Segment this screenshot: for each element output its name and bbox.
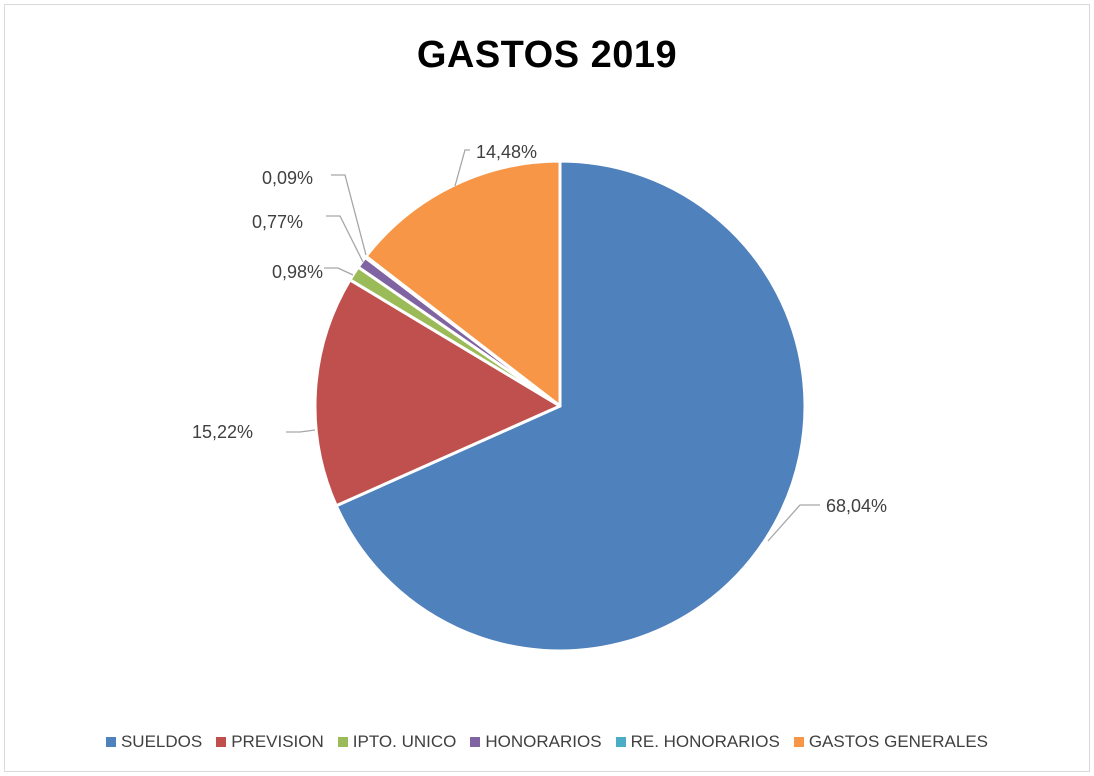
legend-item: GASTOS GENERALES — [793, 732, 989, 752]
legend-label: GASTOS GENERALES — [808, 732, 989, 751]
legend-swatch — [337, 737, 348, 747]
legend: SUELDOS PREVISION IPTO. UNICO HONORARIOS RE.… — [0, 732, 1094, 752]
leader-line — [326, 215, 364, 263]
leader-line — [767, 504, 820, 542]
chart-title: GASTOS 2019 — [416, 34, 678, 76]
legend-swatch — [615, 737, 626, 747]
legend-label: SUELDOS — [120, 732, 203, 751]
legend-swatch — [793, 737, 804, 747]
legend-swatch — [105, 737, 116, 747]
pie-slices — [313, 159, 807, 653]
data-label: 0,98% — [272, 262, 323, 282]
leader-lines — [286, 149, 820, 542]
leader-line — [331, 174, 367, 256]
data-label: 14,48% — [476, 142, 537, 162]
legend-item: IPTO. UNICO — [337, 732, 457, 752]
legend-label: RE. HONORARIOS — [630, 732, 780, 751]
legend-label: PREVISION — [231, 732, 324, 751]
pie-slice-prevision — [313, 278, 562, 508]
data-label: 0,77% — [252, 212, 303, 232]
legend-swatch — [216, 737, 227, 747]
legend-swatch — [470, 737, 481, 747]
data-label: 0,09% — [262, 168, 313, 188]
legend-item: RE. HONORARIOS — [615, 732, 780, 752]
legend-item: SUELDOS — [105, 732, 203, 752]
pie-slice-gastos-generales — [364, 159, 562, 408]
legend-item: HONORARIOS — [470, 732, 602, 752]
leader-line — [454, 149, 470, 187]
data-label: 68,04% — [826, 496, 887, 516]
data-label: 15,22% — [192, 422, 253, 442]
legend-item: PREVISION — [216, 732, 324, 752]
pie-slice-sueldos — [334, 159, 807, 653]
data-labels: 68,04% 15,22% 0,98% 0,77% 0,09% 14,48% — [192, 142, 887, 516]
leader-line — [324, 267, 354, 276]
leader-line — [286, 429, 316, 433]
legend-label: HONORARIOS — [485, 732, 602, 751]
legend-label: IPTO. UNICO — [352, 732, 457, 751]
